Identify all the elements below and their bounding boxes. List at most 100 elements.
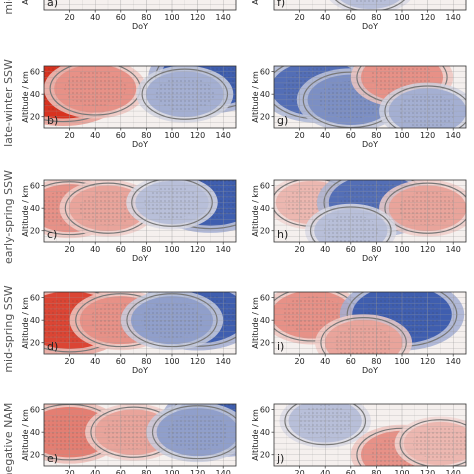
y-axis-label: Altitude / km [21, 0, 30, 5]
row-label-2: early-spring SSW [2, 170, 15, 264]
y-tick-label: 40 [260, 316, 270, 325]
panel-letter: b) [47, 114, 58, 127]
significance-stipple [352, 0, 388, 4]
panel-frame [43, 65, 237, 129]
x-tick-label: 100 [164, 13, 179, 22]
y-axis-label: Altitude / km [21, 409, 30, 461]
x-tick-label: 140 [216, 245, 231, 254]
y-tick-label: 20 [30, 227, 40, 236]
x-tick-label: 100 [394, 357, 409, 366]
row-label-3: mid-spring SSW [2, 285, 15, 372]
x-axis-label: DoY [132, 366, 148, 375]
x-tick-label: 40 [90, 245, 100, 254]
x-tick-label: 100 [394, 469, 409, 474]
row-label-1: late-winter SSW [2, 59, 15, 147]
x-axis-label: DoY [362, 140, 378, 149]
panel-letter: j) [276, 452, 284, 465]
x-tick-label: 60 [346, 469, 356, 474]
x-tick-label: 80 [371, 13, 381, 22]
y-tick-label: 60 [30, 182, 40, 191]
x-tick-label: 20 [65, 357, 75, 366]
panel-background [44, 0, 236, 10]
y-tick-label: 40 [30, 428, 40, 437]
y-axis-label: Altitude / km [21, 71, 30, 123]
x-tick-label: 100 [164, 469, 179, 474]
y-tick-label: 20 [260, 227, 270, 236]
panel-frame [43, 0, 237, 11]
panel-letter: d) [47, 340, 58, 353]
x-tick-label: 60 [116, 13, 126, 22]
panel-letter: c) [47, 228, 57, 241]
x-axis-label: DoY [132, 140, 148, 149]
y-tick-label: 60 [30, 294, 40, 303]
y-tick-label: 60 [260, 68, 270, 77]
significance-stipple [334, 325, 393, 354]
x-tick-label: 20 [65, 131, 75, 140]
panel-frame [273, 403, 467, 467]
x-tick-label: 100 [394, 131, 409, 140]
y-axis-label: Altitude / km [21, 185, 30, 237]
y-tick-label: 20 [30, 451, 40, 460]
x-tick-label: 60 [346, 357, 356, 366]
x-tick-label: 20 [295, 357, 305, 366]
x-tick-label: 20 [295, 131, 305, 140]
x-tick-label: 140 [216, 357, 231, 366]
x-tick-label: 40 [320, 469, 330, 474]
row-labels: mid-winter late-winter SSW early-spring SS… [2, 0, 15, 474]
x-tick-label: 80 [371, 131, 381, 140]
x-tick-label: 140 [446, 13, 461, 22]
x-tick-label: 120 [190, 357, 205, 366]
x-tick-label: 120 [420, 245, 435, 254]
x-tick-label: 20 [65, 13, 75, 22]
y-tick-label: 40 [260, 428, 270, 437]
x-tick-label: 140 [446, 245, 461, 254]
x-tick-label: 20 [65, 245, 75, 254]
x-tick-label: 40 [320, 245, 330, 254]
x-tick-label: 40 [320, 13, 330, 22]
y-axis-label: Altitude / km [251, 0, 260, 5]
x-tick-label: 60 [346, 131, 356, 140]
x-axis-label: DoY [362, 22, 378, 31]
x-tick-label: 100 [164, 245, 179, 254]
y-tick-label: 60 [30, 406, 40, 415]
x-tick-label: 60 [116, 131, 126, 140]
x-tick-label: 120 [190, 131, 205, 140]
x-tick-label: 140 [446, 357, 461, 366]
panel-frame [43, 403, 237, 467]
x-tick-label: 120 [420, 469, 435, 474]
x-tick-label: 40 [90, 13, 100, 22]
x-tick-label: 60 [116, 469, 126, 474]
x-tick-label: 120 [420, 357, 435, 366]
x-axis-label: DoY [132, 22, 148, 31]
x-tick-label: 100 [394, 13, 409, 22]
x-tick-label: 80 [141, 357, 151, 366]
x-tick-label: 60 [116, 245, 126, 254]
x-tick-label: 40 [320, 131, 330, 140]
y-tick-label: 60 [260, 182, 270, 191]
y-tick-label: 40 [30, 204, 40, 213]
x-tick-label: 140 [216, 13, 231, 22]
x-tick-label: 20 [295, 245, 305, 254]
y-axis-label: Altitude / km [251, 297, 260, 349]
x-tick-label: 120 [420, 131, 435, 140]
x-tick-label: 80 [371, 357, 381, 366]
x-tick-label: 20 [295, 13, 305, 22]
x-tick-label: 120 [190, 245, 205, 254]
x-tick-label: 140 [216, 469, 231, 474]
x-tick-label: 100 [164, 357, 179, 366]
x-tick-label: 20 [65, 469, 75, 474]
y-tick-label: 20 [260, 451, 270, 460]
panel-frame [43, 291, 237, 355]
x-tick-label: 40 [90, 131, 100, 140]
x-tick-label: 40 [320, 357, 330, 366]
panel-letter: h) [277, 228, 288, 241]
x-tick-label: 60 [116, 357, 126, 366]
x-tick-label: 80 [371, 469, 381, 474]
x-tick-label: 20 [295, 469, 305, 474]
